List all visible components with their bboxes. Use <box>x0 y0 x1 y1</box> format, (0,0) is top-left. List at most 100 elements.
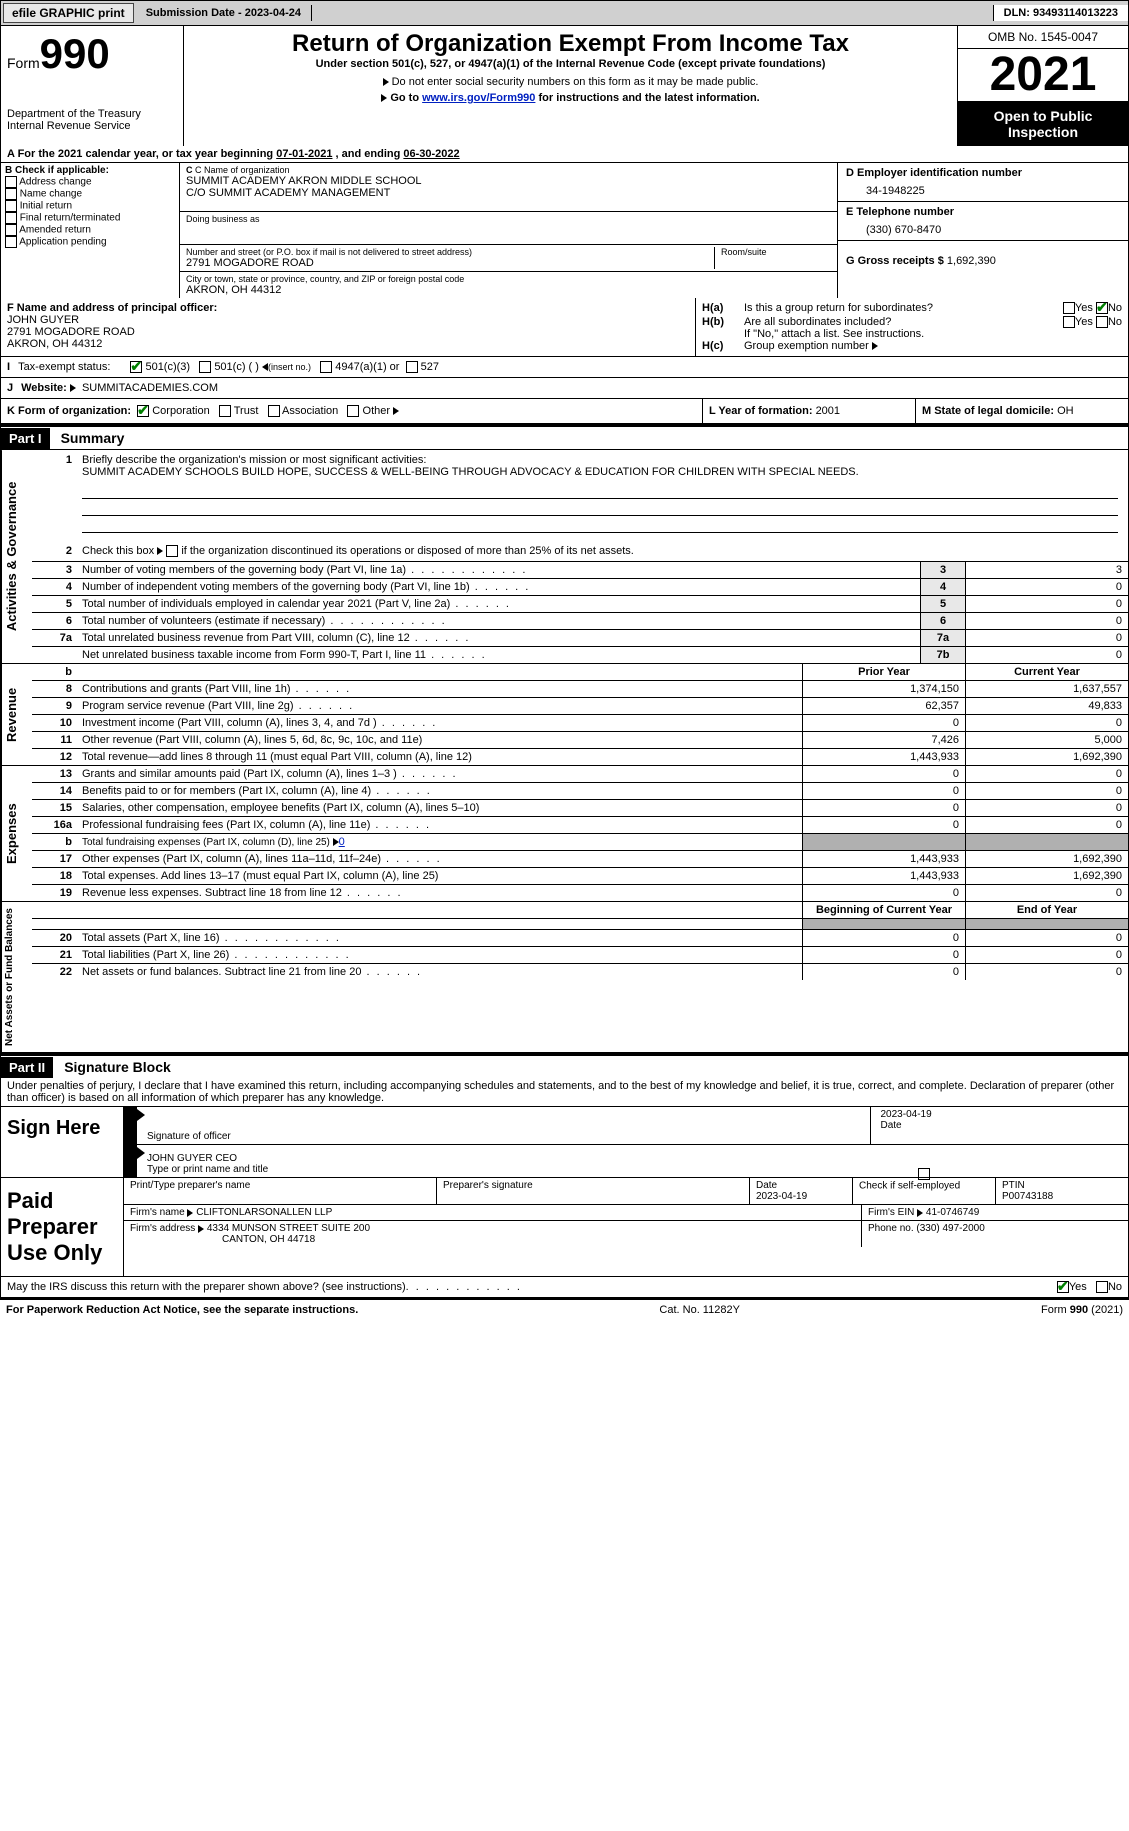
line14-desc: Benefits paid to or for members (Part IX… <box>82 785 371 797</box>
line12-py: 1,443,933 <box>802 749 965 765</box>
dots <box>381 853 442 865</box>
check-app-pending[interactable] <box>5 236 17 248</box>
submission-date: Submission Date - 2023-04-24 <box>136 5 312 21</box>
org-name-1: SUMMIT ACADEMY AKRON MIDDLE SCHOOL <box>186 175 831 187</box>
ha-text: Is this a group return for subordinates? <box>744 302 1063 314</box>
check-501c[interactable] <box>199 361 211 373</box>
firm-addr1: 4334 MUNSON STREET SUITE 200 <box>207 1223 370 1234</box>
form-id-box: Form990 Department of the Treasury Inter… <box>1 26 184 146</box>
hb-no-check[interactable] <box>1096 316 1108 328</box>
note2-prefix: Go to <box>390 92 422 104</box>
officer-addr1: 2791 MOGADORE ROAD <box>7 326 689 338</box>
paid-preparer-label: Paid Preparer Use Only <box>1 1178 123 1276</box>
col-f-officer: F Name and address of principal officer:… <box>1 298 696 356</box>
yes-label: Yes <box>1075 316 1093 328</box>
org-address: 2791 MOGADORE ROAD <box>186 257 714 269</box>
part2-badge: Part II <box>1 1057 53 1078</box>
row-a-prefix: A For the 2021 calendar year, or tax yea… <box>7 148 276 160</box>
org-city: AKRON, OH 44312 <box>186 284 831 296</box>
check-name-change[interactable] <box>5 188 17 200</box>
line4-val: 0 <box>965 579 1128 595</box>
check-label: Name change <box>20 189 82 200</box>
line22-py: 0 <box>802 964 965 980</box>
line10-cy: 0 <box>965 715 1128 731</box>
check-self-employed[interactable] <box>918 1168 930 1180</box>
line22-cy: 0 <box>965 964 1128 980</box>
line3-box: 3 <box>920 562 965 578</box>
header-note1: Do not enter social security numbers on … <box>392 76 759 88</box>
hb-text: Are all subordinates included? <box>744 316 1063 328</box>
check-discontinued[interactable] <box>166 545 178 557</box>
check-amended[interactable] <box>5 224 17 236</box>
line2-suffix: if the organization discontinued its ope… <box>178 545 634 557</box>
ha-yes-check[interactable] <box>1063 302 1075 314</box>
l-value: 2001 <box>816 405 840 417</box>
sig-officer-label: Signature of officer <box>147 1131 860 1142</box>
check-label: Amended return <box>19 225 91 236</box>
vert-netassets: Net Assets or Fund Balances <box>1 902 32 1052</box>
line9-py: 62,357 <box>802 698 965 714</box>
check-final-return[interactable] <box>5 212 17 224</box>
line15-cy: 0 <box>965 800 1128 816</box>
hb-yes-check[interactable] <box>1063 316 1075 328</box>
dots <box>361 966 422 978</box>
discuss-yes-check[interactable] <box>1057 1281 1069 1293</box>
check-4947[interactable] <box>320 361 332 373</box>
line6-box: 6 <box>920 613 965 629</box>
form-number: 990 <box>40 30 110 77</box>
firm-name-label: Firm's name <box>130 1207 187 1218</box>
arrow-icon <box>383 78 389 86</box>
line16b-py-grey <box>802 834 965 850</box>
tax-year: 2021 <box>958 49 1128 102</box>
line9-cy: 49,833 <box>965 698 1128 714</box>
netassets-section: Beginning of Current YearEnd of Year 20T… <box>32 902 1128 1052</box>
line6-val: 0 <box>965 613 1128 629</box>
yes-label: Yes <box>1069 1281 1087 1293</box>
line7b-desc: Net unrelated business taxable income fr… <box>82 649 426 661</box>
efile-print-button[interactable]: efile GRAPHIC print <box>3 3 134 23</box>
no-label: No <box>1108 302 1122 314</box>
check-assoc[interactable] <box>268 405 280 417</box>
irs-link[interactable]: www.irs.gov/Form990 <box>422 92 535 104</box>
check-address-change[interactable] <box>5 176 17 188</box>
check-other[interactable] <box>347 405 359 417</box>
opt-501c3: 501(c)(3) <box>145 361 190 373</box>
line7b-val: 0 <box>965 647 1128 663</box>
prep-check-label: Check if self-employed <box>859 1181 960 1192</box>
line5-box: 5 <box>920 596 965 612</box>
firm-addr2: CANTON, OH 44718 <box>130 1234 315 1245</box>
dots <box>370 819 431 831</box>
check-527[interactable] <box>406 361 418 373</box>
arrow-icon <box>70 384 76 392</box>
line20-py: 0 <box>802 930 965 946</box>
line14-py: 0 <box>802 783 965 799</box>
check-corporation[interactable] <box>137 405 149 417</box>
check-trust[interactable] <box>219 405 231 417</box>
dots <box>342 887 403 899</box>
line16b-val[interactable]: 0 <box>339 836 345 848</box>
line7b-box: 7b <box>920 647 965 663</box>
row-a-tax-year: A For the 2021 calendar year, or tax yea… <box>0 146 1129 163</box>
line5-desc: Total number of individuals employed in … <box>82 598 450 610</box>
line11-cy: 5,000 <box>965 732 1128 748</box>
ha-no-check[interactable] <box>1096 302 1108 314</box>
dots <box>450 598 511 610</box>
discuss-row: May the IRS discuss this return with the… <box>0 1277 1129 1298</box>
line16b-cy-grey <box>965 834 1128 850</box>
discuss-no-check[interactable] <box>1096 1281 1108 1293</box>
header-title: Return of Organization Exempt From Incom… <box>190 30 951 58</box>
line4-box: 4 <box>920 579 965 595</box>
end-year-header: End of Year <box>965 902 1128 918</box>
row-j-website: J Website: SUMMITACADEMIES.COM <box>0 378 1129 399</box>
check-initial-return[interactable] <box>5 200 17 212</box>
line15-desc: Salaries, other compensation, employee b… <box>82 802 479 814</box>
dots <box>410 632 471 644</box>
line21-desc: Total liabilities (Part X, line 26) <box>82 949 229 961</box>
prep-phone: (330) 497-2000 <box>916 1223 984 1234</box>
vert-activities: Activities & Governance <box>1 450 32 663</box>
line12-desc: Total revenue—add lines 8 through 11 (mu… <box>82 751 472 763</box>
line3-desc: Number of voting members of the governin… <box>82 564 406 576</box>
sig-date: 2023-04-19 <box>881 1109 1119 1120</box>
l-label: L Year of formation: <box>709 405 816 417</box>
check-501c3[interactable] <box>130 361 142 373</box>
